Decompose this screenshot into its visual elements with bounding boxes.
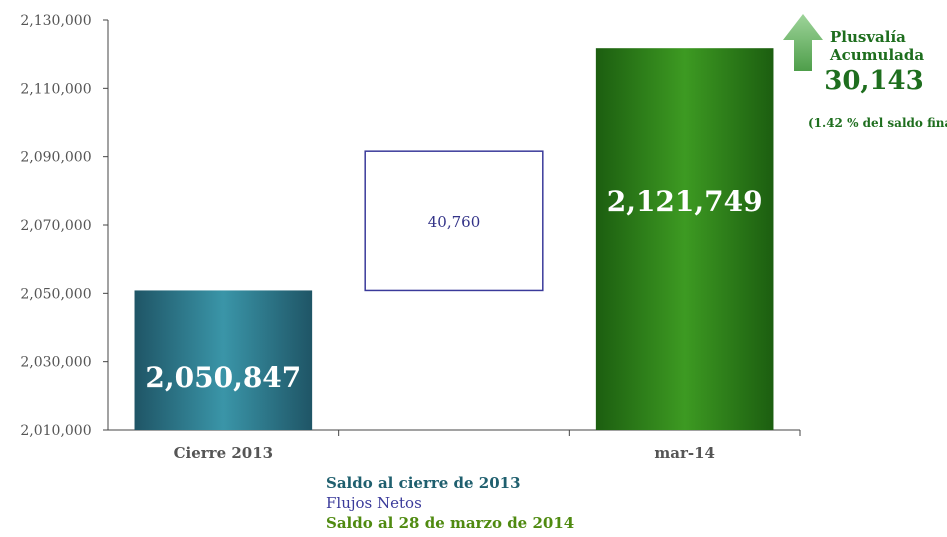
data-label: 40,760 [428, 213, 481, 231]
gain-title-line1: Plusvalía [830, 28, 906, 46]
labels: 2,050,847 40,760 2,121,749 [145, 185, 762, 394]
y-tick-label: 2,050,000 [20, 286, 91, 302]
bars [134, 48, 774, 430]
x-tick-label: Cierre 2013 [174, 444, 274, 462]
bar-cierre-2013 [134, 290, 313, 430]
y-tick-label: 2,090,000 [20, 150, 91, 166]
x-tick-label: mar-14 [654, 444, 715, 462]
gain-title-line2: Acumulada [830, 46, 925, 64]
gain-value: 30,143 [824, 66, 924, 96]
y-tick-label: 2,110,000 [20, 81, 91, 97]
y-tick-label: 2,130,000 [20, 13, 91, 29]
legend-item-flujos: Flujos Netos [326, 494, 422, 512]
gain-note: (1.42 % del saldo final) [808, 116, 947, 130]
axes: 2,010,000 2,030,000 2,050,000 2,070,000 2,09… [20, 13, 801, 462]
y-tick-label: 2,030,000 [20, 355, 91, 371]
gain-annotation: Plusvalía Acumulada 30,143 [818, 28, 930, 96]
y-tick-label: 2,010,000 [20, 423, 91, 439]
y-tick-label: 2,070,000 [20, 218, 91, 234]
data-label: 2,050,847 [145, 361, 301, 394]
bar-flujos-netos [364, 150, 544, 292]
bar-mar-14 [595, 48, 774, 430]
legend-item-cierre: Saldo al cierre de 2013 [326, 474, 521, 492]
legend-item-saldo-marzo: Saldo al 28 de marzo de 2014 [326, 514, 575, 532]
data-label: 2,121,749 [607, 185, 763, 218]
up-arrow-icon [783, 14, 823, 71]
